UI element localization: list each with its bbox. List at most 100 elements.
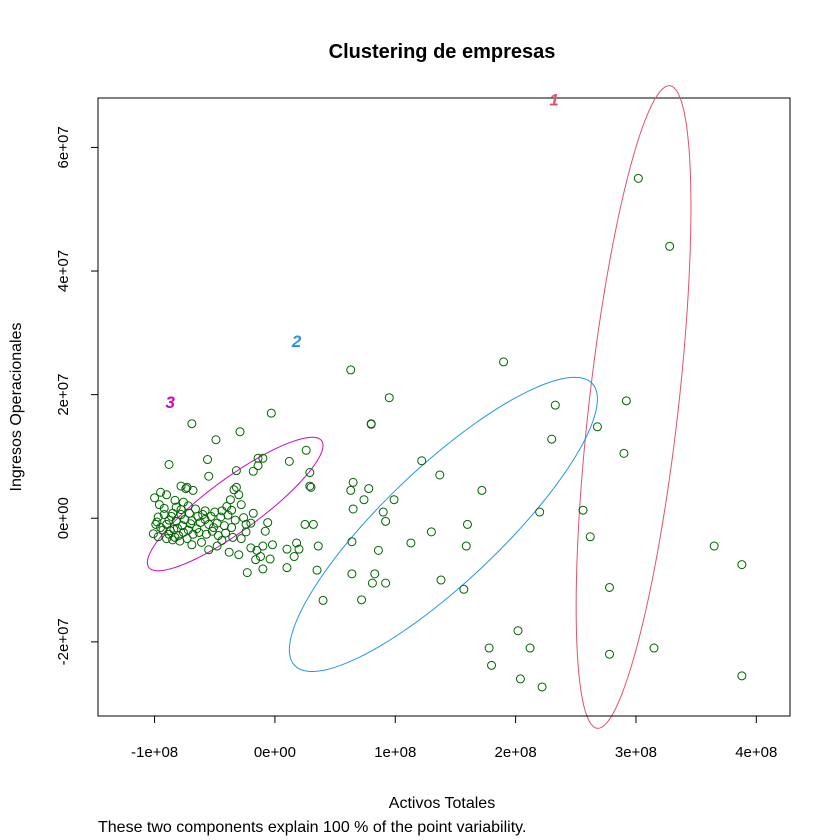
y-axis-label: Ingresos Operacionales — [8, 323, 25, 492]
x-tick-label: -1e+08 — [131, 744, 178, 761]
data-point — [578, 505, 588, 515]
data-point — [176, 505, 186, 515]
data-point — [217, 535, 227, 545]
y-axis: -2e+07 0e+00 2e+07 4e+07 6e+07 — [55, 126, 99, 665]
data-point — [585, 532, 595, 542]
data-point — [366, 419, 376, 429]
data-point — [158, 525, 168, 535]
x-tick-label: 0e+00 — [254, 744, 296, 761]
y-tick-label: -2e+07 — [55, 618, 72, 665]
x-tick-label: 4e+08 — [735, 744, 777, 761]
data-point — [234, 490, 244, 500]
data-point — [241, 527, 251, 537]
data-point — [649, 643, 659, 653]
data-point — [305, 468, 315, 478]
data-point — [381, 516, 391, 526]
data-point — [347, 537, 357, 547]
x-tick-label: 1e+08 — [374, 744, 416, 761]
data-point — [211, 435, 221, 445]
y-tick-label: 4e+07 — [55, 250, 72, 292]
x-axis: -1e+08 0e+00 1e+08 2e+08 3e+08 4e+08 — [131, 715, 777, 761]
data-point — [426, 527, 436, 537]
data-point — [176, 481, 186, 491]
data-point — [535, 507, 545, 517]
data-point — [258, 453, 268, 463]
data-point — [550, 400, 560, 410]
data-point — [203, 455, 213, 465]
data-point — [378, 507, 388, 517]
data-point — [241, 519, 251, 529]
data-point — [348, 477, 358, 487]
data-point — [621, 396, 631, 406]
data-point — [357, 595, 367, 605]
data-point — [227, 505, 237, 515]
data-point — [209, 523, 219, 533]
cluster-labels: 1 2 3 — [165, 90, 558, 412]
data-point — [221, 528, 231, 538]
data-point — [192, 524, 202, 534]
data-point — [709, 541, 719, 551]
y-tick-label: 2e+07 — [55, 374, 72, 416]
data-point — [224, 547, 234, 557]
data-point — [219, 521, 229, 531]
data-point — [619, 448, 629, 458]
data-point — [168, 535, 178, 545]
data-point — [260, 526, 270, 536]
data-point — [373, 545, 383, 555]
data-point — [228, 532, 238, 542]
data-point — [225, 495, 235, 505]
data-point — [162, 534, 172, 544]
data-point — [200, 514, 210, 524]
data-point — [187, 419, 197, 429]
data-point — [364, 484, 374, 494]
data-point — [477, 485, 487, 495]
data-point — [171, 516, 181, 526]
data-point — [255, 552, 265, 562]
data-point — [592, 422, 602, 432]
data-point — [461, 541, 471, 551]
data-point — [265, 554, 275, 564]
data-point — [164, 459, 174, 469]
data-point — [484, 643, 494, 653]
cluster-ellipse-2 — [288, 376, 598, 672]
data-point — [282, 563, 292, 573]
cluster-ellipse-3 — [146, 436, 324, 572]
data-point — [268, 540, 277, 550]
data-point — [159, 510, 169, 520]
data-point — [177, 521, 187, 531]
data-point — [235, 427, 245, 437]
data-point — [183, 501, 193, 511]
data-point — [253, 453, 263, 463]
data-point — [348, 504, 358, 514]
data-point — [153, 532, 163, 542]
data-point — [318, 595, 328, 605]
data-point — [406, 538, 416, 548]
data-point — [292, 538, 302, 548]
data-point — [737, 671, 747, 681]
data-point — [384, 393, 394, 403]
data-point — [246, 518, 256, 528]
data-point — [367, 578, 377, 588]
x-tick-label: 3e+08 — [615, 744, 657, 761]
data-point — [737, 560, 747, 570]
data-point — [204, 545, 214, 555]
data-point — [300, 519, 310, 529]
cluster-ellipses — [146, 85, 692, 729]
data-point — [381, 578, 391, 588]
data-point — [499, 357, 509, 367]
data-point — [253, 461, 263, 471]
data-point — [294, 544, 304, 554]
data-point — [164, 515, 174, 525]
data-point — [515, 674, 525, 684]
data-point — [236, 534, 246, 544]
data-point — [159, 503, 169, 513]
data-point — [525, 643, 535, 653]
data-point — [180, 514, 190, 524]
data-point — [537, 682, 547, 692]
data-points — [148, 173, 747, 692]
chart-title: Clustering de empresas — [329, 41, 556, 63]
data-point — [258, 564, 268, 574]
data-point — [148, 529, 158, 539]
data-point — [242, 568, 252, 578]
data-point — [251, 555, 261, 565]
